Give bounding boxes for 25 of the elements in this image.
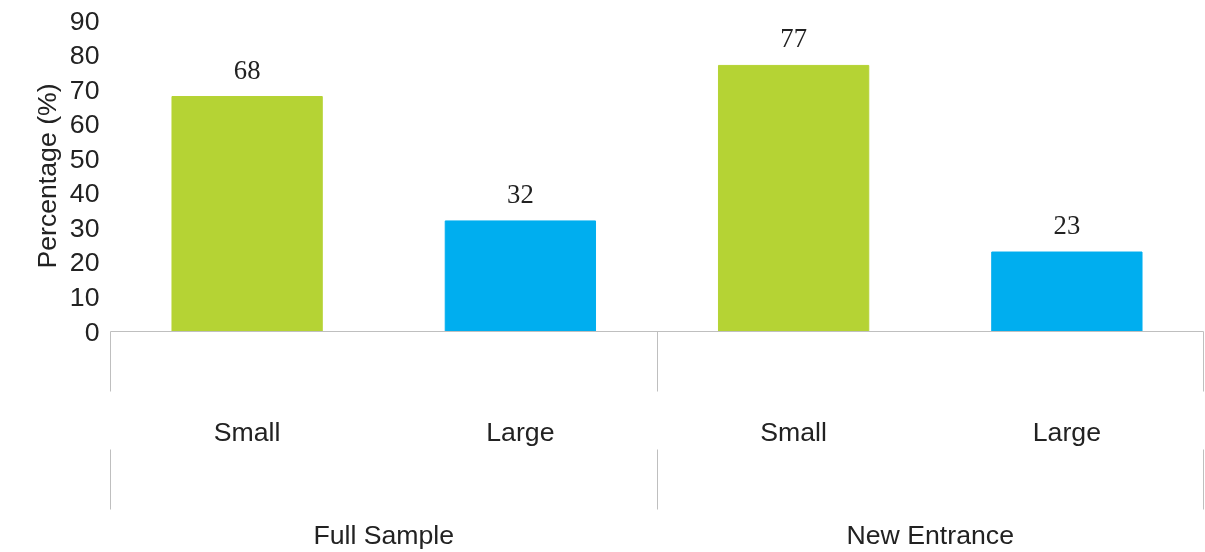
y-axis-title: Percentage (%) — [31, 83, 62, 269]
bar — [991, 251, 1143, 332]
bar — [171, 96, 323, 332]
x-tick-label: Small — [760, 416, 827, 447]
y-tick-label: 90 — [69, 5, 100, 36]
x-tick-label: Large — [486, 416, 555, 447]
y-tick-label: 0 — [84, 316, 100, 347]
data-label: 77 — [780, 23, 807, 54]
y-tick-label: 50 — [69, 143, 100, 174]
x-tick-label: Large — [1032, 416, 1101, 447]
data-label: 32 — [507, 178, 534, 209]
data-label: 23 — [1053, 210, 1081, 241]
text: Full Sample — [313, 519, 455, 550]
bar — [444, 220, 597, 332]
y-tick-label: 40 — [69, 178, 100, 209]
x-tick-label: Small — [213, 416, 281, 447]
y-tick-label: 80 — [69, 40, 100, 71]
y-tick-label: 70 — [69, 74, 100, 105]
y-tick-label: 60 — [69, 109, 100, 140]
data-label: 68 — [233, 54, 261, 85]
y-tick-label: 10 — [69, 281, 100, 312]
text: New Entrance — [846, 519, 1014, 550]
y-tick-label: 20 — [69, 247, 100, 278]
y-tick-label: 30 — [69, 212, 100, 243]
bar — [717, 64, 870, 332]
